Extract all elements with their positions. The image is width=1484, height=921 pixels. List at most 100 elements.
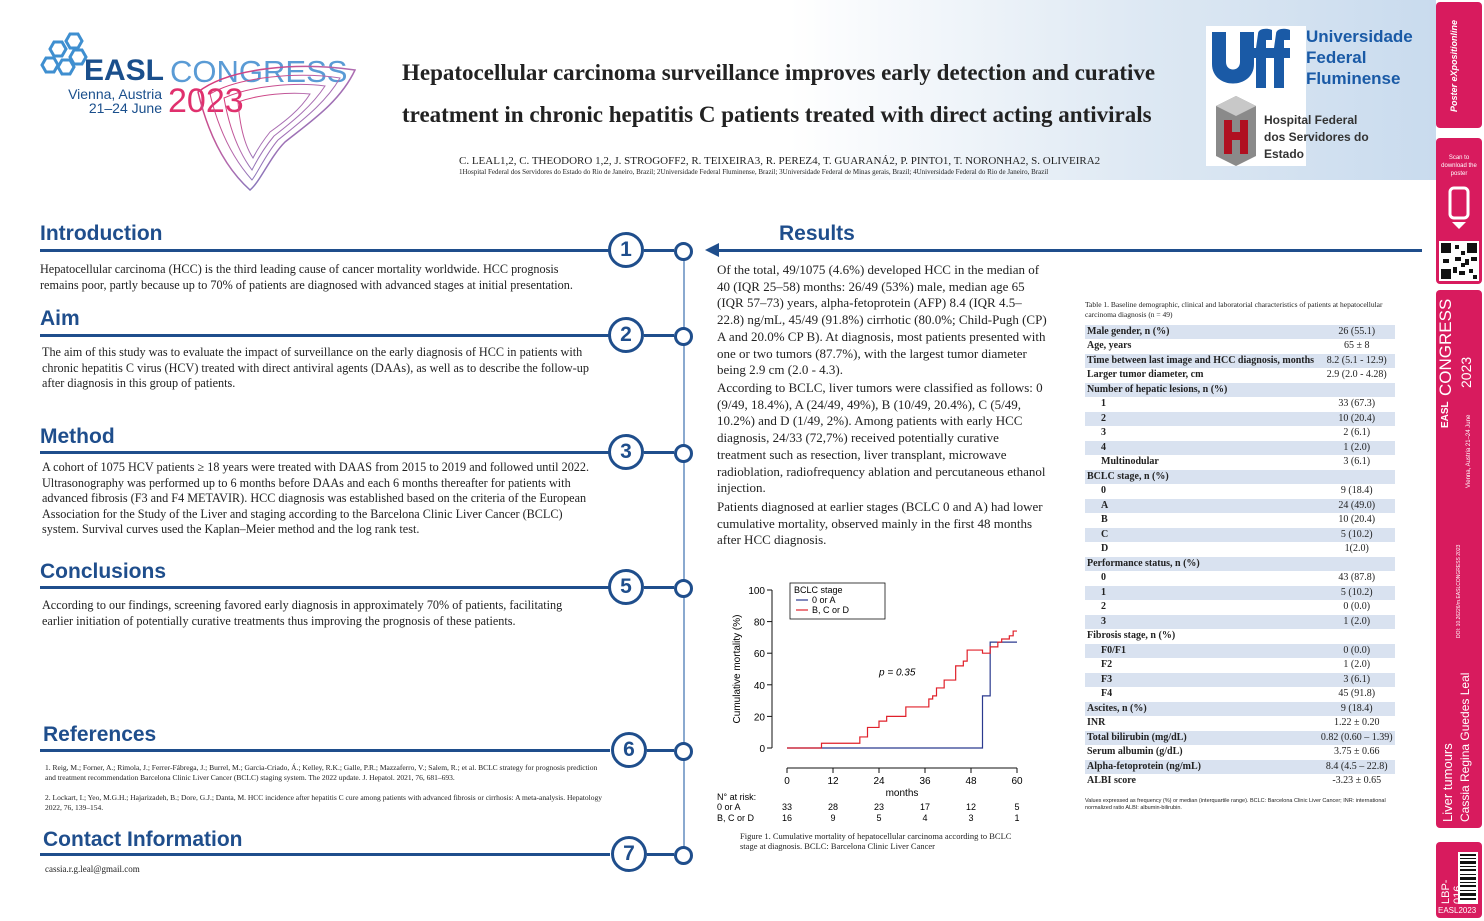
table-row-label: D: [1085, 542, 1319, 557]
at-risk-label: N° at risk:: [717, 792, 756, 802]
table-row-value: -3.23 ± 0.65: [1318, 774, 1395, 789]
x-tick-label: 12: [827, 776, 839, 787]
uff-hospital-logo: Universidade Federal Fluminense Hospital…: [1206, 26, 1413, 166]
table-row-label: BCLC stage, n (%): [1085, 469, 1319, 485]
contact-email[interactable]: cassia.r.g.leal@gmail.com: [45, 864, 140, 874]
table-row-label: Alpha-fetoprotein (ng/mL): [1085, 759, 1319, 775]
results-paragraph-3: Patients diagnosed at earlier stages (BC…: [717, 499, 1043, 548]
table-row: Number of hepatic lesions, n (%): [1085, 382, 1395, 398]
table-row-label: Performance status, n (%): [1085, 556, 1319, 572]
at-risk-group: B, C or D: [717, 813, 755, 823]
table-row-value: 2.9 (2.0 - 4.28): [1318, 368, 1395, 383]
strip-easl: EASL: [1440, 401, 1451, 428]
references-node: [674, 742, 693, 761]
table-row-label: Serum albumin (g/dL): [1085, 745, 1319, 760]
results-heading: Results: [779, 222, 855, 245]
title-line-1: Hepatocellular carcinoma surveillance im…: [402, 60, 1156, 85]
table-row-label: 2: [1085, 600, 1319, 615]
table-row-label: Fibrosis stage, n (%): [1085, 629, 1319, 644]
table-row: B 10 (20.4): [1085, 513, 1395, 528]
references-connector: [647, 749, 674, 752]
table-row-label: Male gender, n (%): [1085, 325, 1319, 340]
table-row-value: 26 (55.1): [1318, 325, 1395, 340]
method-rule: [40, 451, 610, 454]
aim-heading: Aim: [40, 307, 80, 330]
table-row-value: 45 (91.8): [1318, 687, 1395, 702]
qr-box: Scan to download the poster: [1436, 138, 1482, 284]
at-risk-count: 1: [1014, 813, 1019, 823]
references-number: 6: [611, 732, 647, 768]
strip-location: Vienna, Austria 21–24 June: [1466, 414, 1472, 488]
contact-connector: [647, 853, 674, 856]
strip-doi: DOI: 10.26226/m.EASLCONGRESS 2023: [1456, 544, 1462, 638]
y-tick-label: 100: [748, 586, 765, 597]
p-value-annotation: p = 0.35: [878, 667, 916, 678]
liver-illustration: [197, 65, 357, 191]
y-tick-label: 0: [759, 744, 765, 755]
poster-title: Hepatocellular carcinoma surveillance im…: [402, 52, 1202, 136]
at-risk-count: 23: [874, 802, 884, 812]
conclusions-connector: [644, 586, 674, 589]
conclusions-node: [674, 579, 693, 598]
table-row-label: 3: [1085, 614, 1319, 630]
table-row-label: Ascites, n (%): [1085, 701, 1319, 717]
figure-caption: Figure 1. Cumulative mortality of hepato…: [740, 831, 1012, 851]
x-tick-label: 24: [873, 776, 885, 787]
table-row-value: 1 (2.0): [1318, 658, 1395, 673]
table-row-value: 0.82 (0.60 – 1.39): [1318, 730, 1395, 746]
table-row-label: Total bilirubin (mg/dL): [1085, 730, 1319, 746]
table-row-value: 8.4 (4.5 – 22.8): [1318, 759, 1395, 775]
contact-node: [674, 846, 693, 865]
km-series-early: [787, 641, 1017, 749]
table-row: 2 10 (20.4): [1085, 411, 1395, 427]
qr-code-icon[interactable]: [1439, 241, 1479, 281]
table-row-value: 24 (49.0): [1318, 498, 1395, 514]
km-at-risk-table: N° at risk:0 or A 33 28 23 17 12 5 B, C or D 16 9…: [717, 792, 1020, 823]
header-background: [0, 0, 1436, 180]
table-row: Performance status, n (%): [1085, 556, 1395, 572]
hexagon-cluster-icon: [40, 32, 88, 76]
table-row: A 24 (49.0): [1085, 498, 1395, 514]
at-risk-count: 28: [828, 802, 838, 812]
table-row-label: INR: [1085, 716, 1319, 731]
contact-number: 7: [611, 836, 647, 872]
table-row-label: 1: [1085, 585, 1319, 601]
conclusions-text: According to our findings, screening fav…: [42, 598, 563, 628]
km-axes: 0 20 40 60 80 100 0 12 24 36 48 60 months Cumulative …: [732, 586, 1023, 799]
table-row-label: Number of hepatic lesions, n (%): [1085, 382, 1319, 398]
table-row: Serum albumin (g/dL) 3.75 ± 0.66: [1085, 745, 1395, 760]
table-row-label: F3: [1085, 672, 1319, 688]
references-heading: References: [43, 723, 157, 746]
table-row-value: 1 (2.0): [1318, 440, 1395, 456]
at-risk-count: 5: [876, 813, 881, 823]
table-row-label: 0: [1085, 571, 1319, 586]
method-connector: [644, 451, 674, 454]
table-row: 0 43 (87.8): [1085, 571, 1395, 586]
table-row: F4 45 (91.8): [1085, 687, 1395, 702]
easl-wordmark: EASL: [84, 54, 165, 87]
reference-2: 2. Lockart, I.; Yeo, M.G.H.; Hajarizadeh…: [45, 793, 602, 812]
table-row: F0/F1 0 (0.0): [1085, 643, 1395, 659]
aim-connector: [644, 334, 674, 337]
congress-info-box: Liver tumours Cassia Regina Guedes Leal …: [1436, 290, 1482, 828]
contact-rule: [40, 853, 610, 856]
table-row-label: Larger tumor diameter, cm: [1085, 368, 1319, 383]
table-caption: Table 1. Baseline demographic, clinical …: [1085, 300, 1383, 319]
reference-1: 1. Reig, M.; Forner, A.; Rimola, J.; Fer…: [45, 763, 598, 782]
phone-download-icon: [1448, 186, 1470, 229]
table-row-value: 3 (6.1): [1318, 455, 1395, 470]
aim-number: 2: [608, 317, 644, 353]
uff-name-line-2: Federal: [1306, 48, 1367, 67]
km-lines: [787, 630, 1017, 749]
y-tick-label: 80: [754, 618, 766, 629]
table-row: BCLC stage, n (%): [1085, 469, 1395, 485]
table-row-value: 10 (20.4): [1318, 513, 1395, 528]
x-tick-label: 0: [784, 776, 790, 787]
legend-entry: B, C or D: [812, 605, 850, 615]
table-row-value: 9 (18.4): [1318, 484, 1395, 499]
table-row-value: 0 (0.0): [1318, 600, 1395, 615]
